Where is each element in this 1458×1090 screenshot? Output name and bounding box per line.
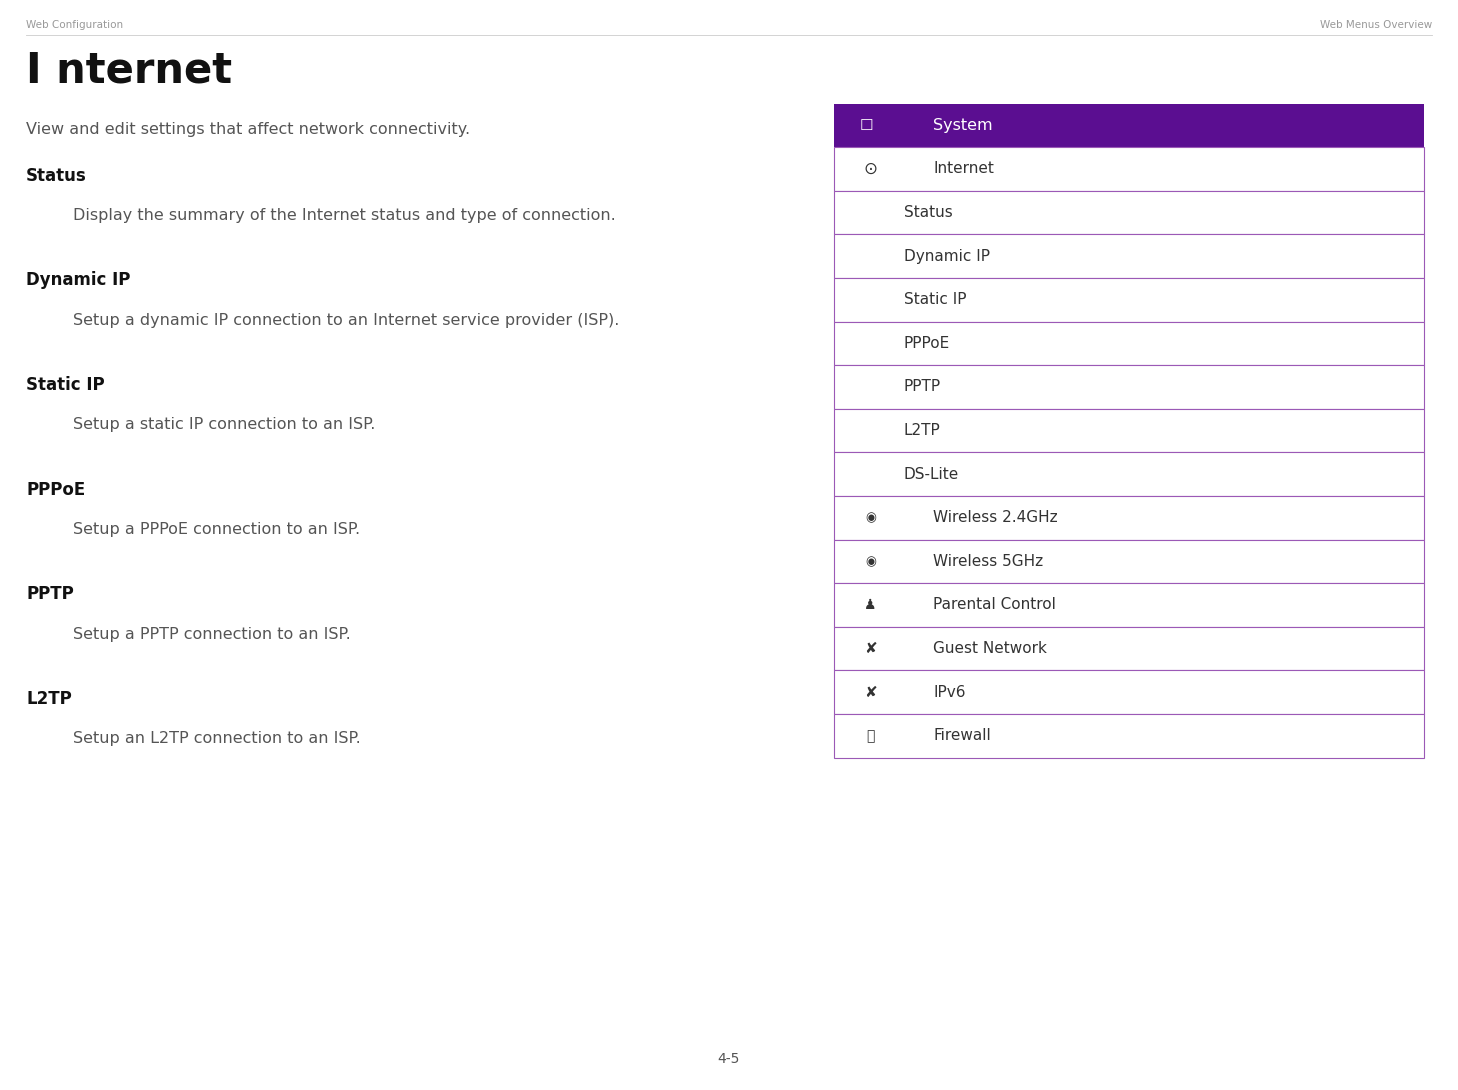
- Text: Display the summary of the Internet status and type of connection.: Display the summary of the Internet stat…: [73, 208, 615, 223]
- Text: Setup an L2TP connection to an ISP.: Setup an L2TP connection to an ISP.: [73, 731, 360, 747]
- Text: 4-5: 4-5: [717, 1052, 741, 1066]
- Text: ⊙: ⊙: [863, 160, 878, 178]
- Text: L2TP: L2TP: [26, 690, 71, 708]
- Text: I nternet: I nternet: [26, 49, 232, 92]
- Text: ⎈: ⎈: [866, 729, 875, 742]
- Text: ✘: ✘: [865, 685, 876, 700]
- Text: View and edit settings that affect network connectivity.: View and edit settings that affect netwo…: [26, 122, 471, 137]
- Bar: [834, 278, 1424, 322]
- Bar: [834, 147, 1424, 191]
- Bar: [834, 322, 1424, 365]
- Text: Static IP: Static IP: [26, 376, 105, 395]
- Text: ♟: ♟: [865, 598, 876, 611]
- Text: Setup a static IP connection to an ISP.: Setup a static IP connection to an ISP.: [73, 417, 375, 433]
- Text: Web Menus Overview: Web Menus Overview: [1319, 20, 1432, 29]
- Text: Dynamic IP: Dynamic IP: [26, 271, 131, 290]
- Text: PPPoE: PPPoE: [904, 336, 951, 351]
- Text: IPv6: IPv6: [933, 685, 965, 700]
- Text: ◉: ◉: [865, 511, 876, 524]
- Text: Firewall: Firewall: [933, 728, 991, 743]
- Text: ✘: ✘: [865, 641, 876, 656]
- Text: System: System: [933, 118, 993, 133]
- Text: Parental Control: Parental Control: [933, 597, 1056, 613]
- Bar: [834, 540, 1424, 583]
- Bar: [834, 104, 1424, 147]
- Text: Setup a PPTP connection to an ISP.: Setup a PPTP connection to an ISP.: [73, 627, 351, 642]
- Bar: [834, 365, 1424, 409]
- Text: DS-Lite: DS-Lite: [904, 467, 959, 482]
- Bar: [834, 627, 1424, 670]
- Text: Wireless 5GHz: Wireless 5GHz: [933, 554, 1044, 569]
- Text: ☐: ☐: [859, 118, 873, 133]
- Bar: [834, 452, 1424, 496]
- Text: Status: Status: [904, 205, 952, 220]
- Text: Setup a PPPoE connection to an ISP.: Setup a PPPoE connection to an ISP.: [73, 522, 360, 537]
- Text: Setup a dynamic IP connection to an Internet service provider (ISP).: Setup a dynamic IP connection to an Inte…: [73, 313, 620, 328]
- Bar: [834, 496, 1424, 540]
- Text: Static IP: Static IP: [904, 292, 967, 307]
- Bar: [834, 583, 1424, 627]
- Text: Web Configuration: Web Configuration: [26, 20, 124, 29]
- Text: PPPoE: PPPoE: [26, 481, 86, 499]
- Bar: [834, 234, 1424, 278]
- Text: L2TP: L2TP: [904, 423, 940, 438]
- Text: Dynamic IP: Dynamic IP: [904, 249, 990, 264]
- Bar: [834, 409, 1424, 452]
- Text: PPTP: PPTP: [26, 585, 74, 604]
- Text: Wireless 2.4GHz: Wireless 2.4GHz: [933, 510, 1057, 525]
- Bar: [834, 670, 1424, 714]
- Text: Status: Status: [26, 167, 87, 185]
- Text: Guest Network: Guest Network: [933, 641, 1047, 656]
- Bar: [834, 714, 1424, 758]
- Text: Internet: Internet: [933, 161, 994, 177]
- Bar: [834, 191, 1424, 234]
- Text: PPTP: PPTP: [904, 379, 940, 395]
- Text: ◉: ◉: [865, 555, 876, 568]
